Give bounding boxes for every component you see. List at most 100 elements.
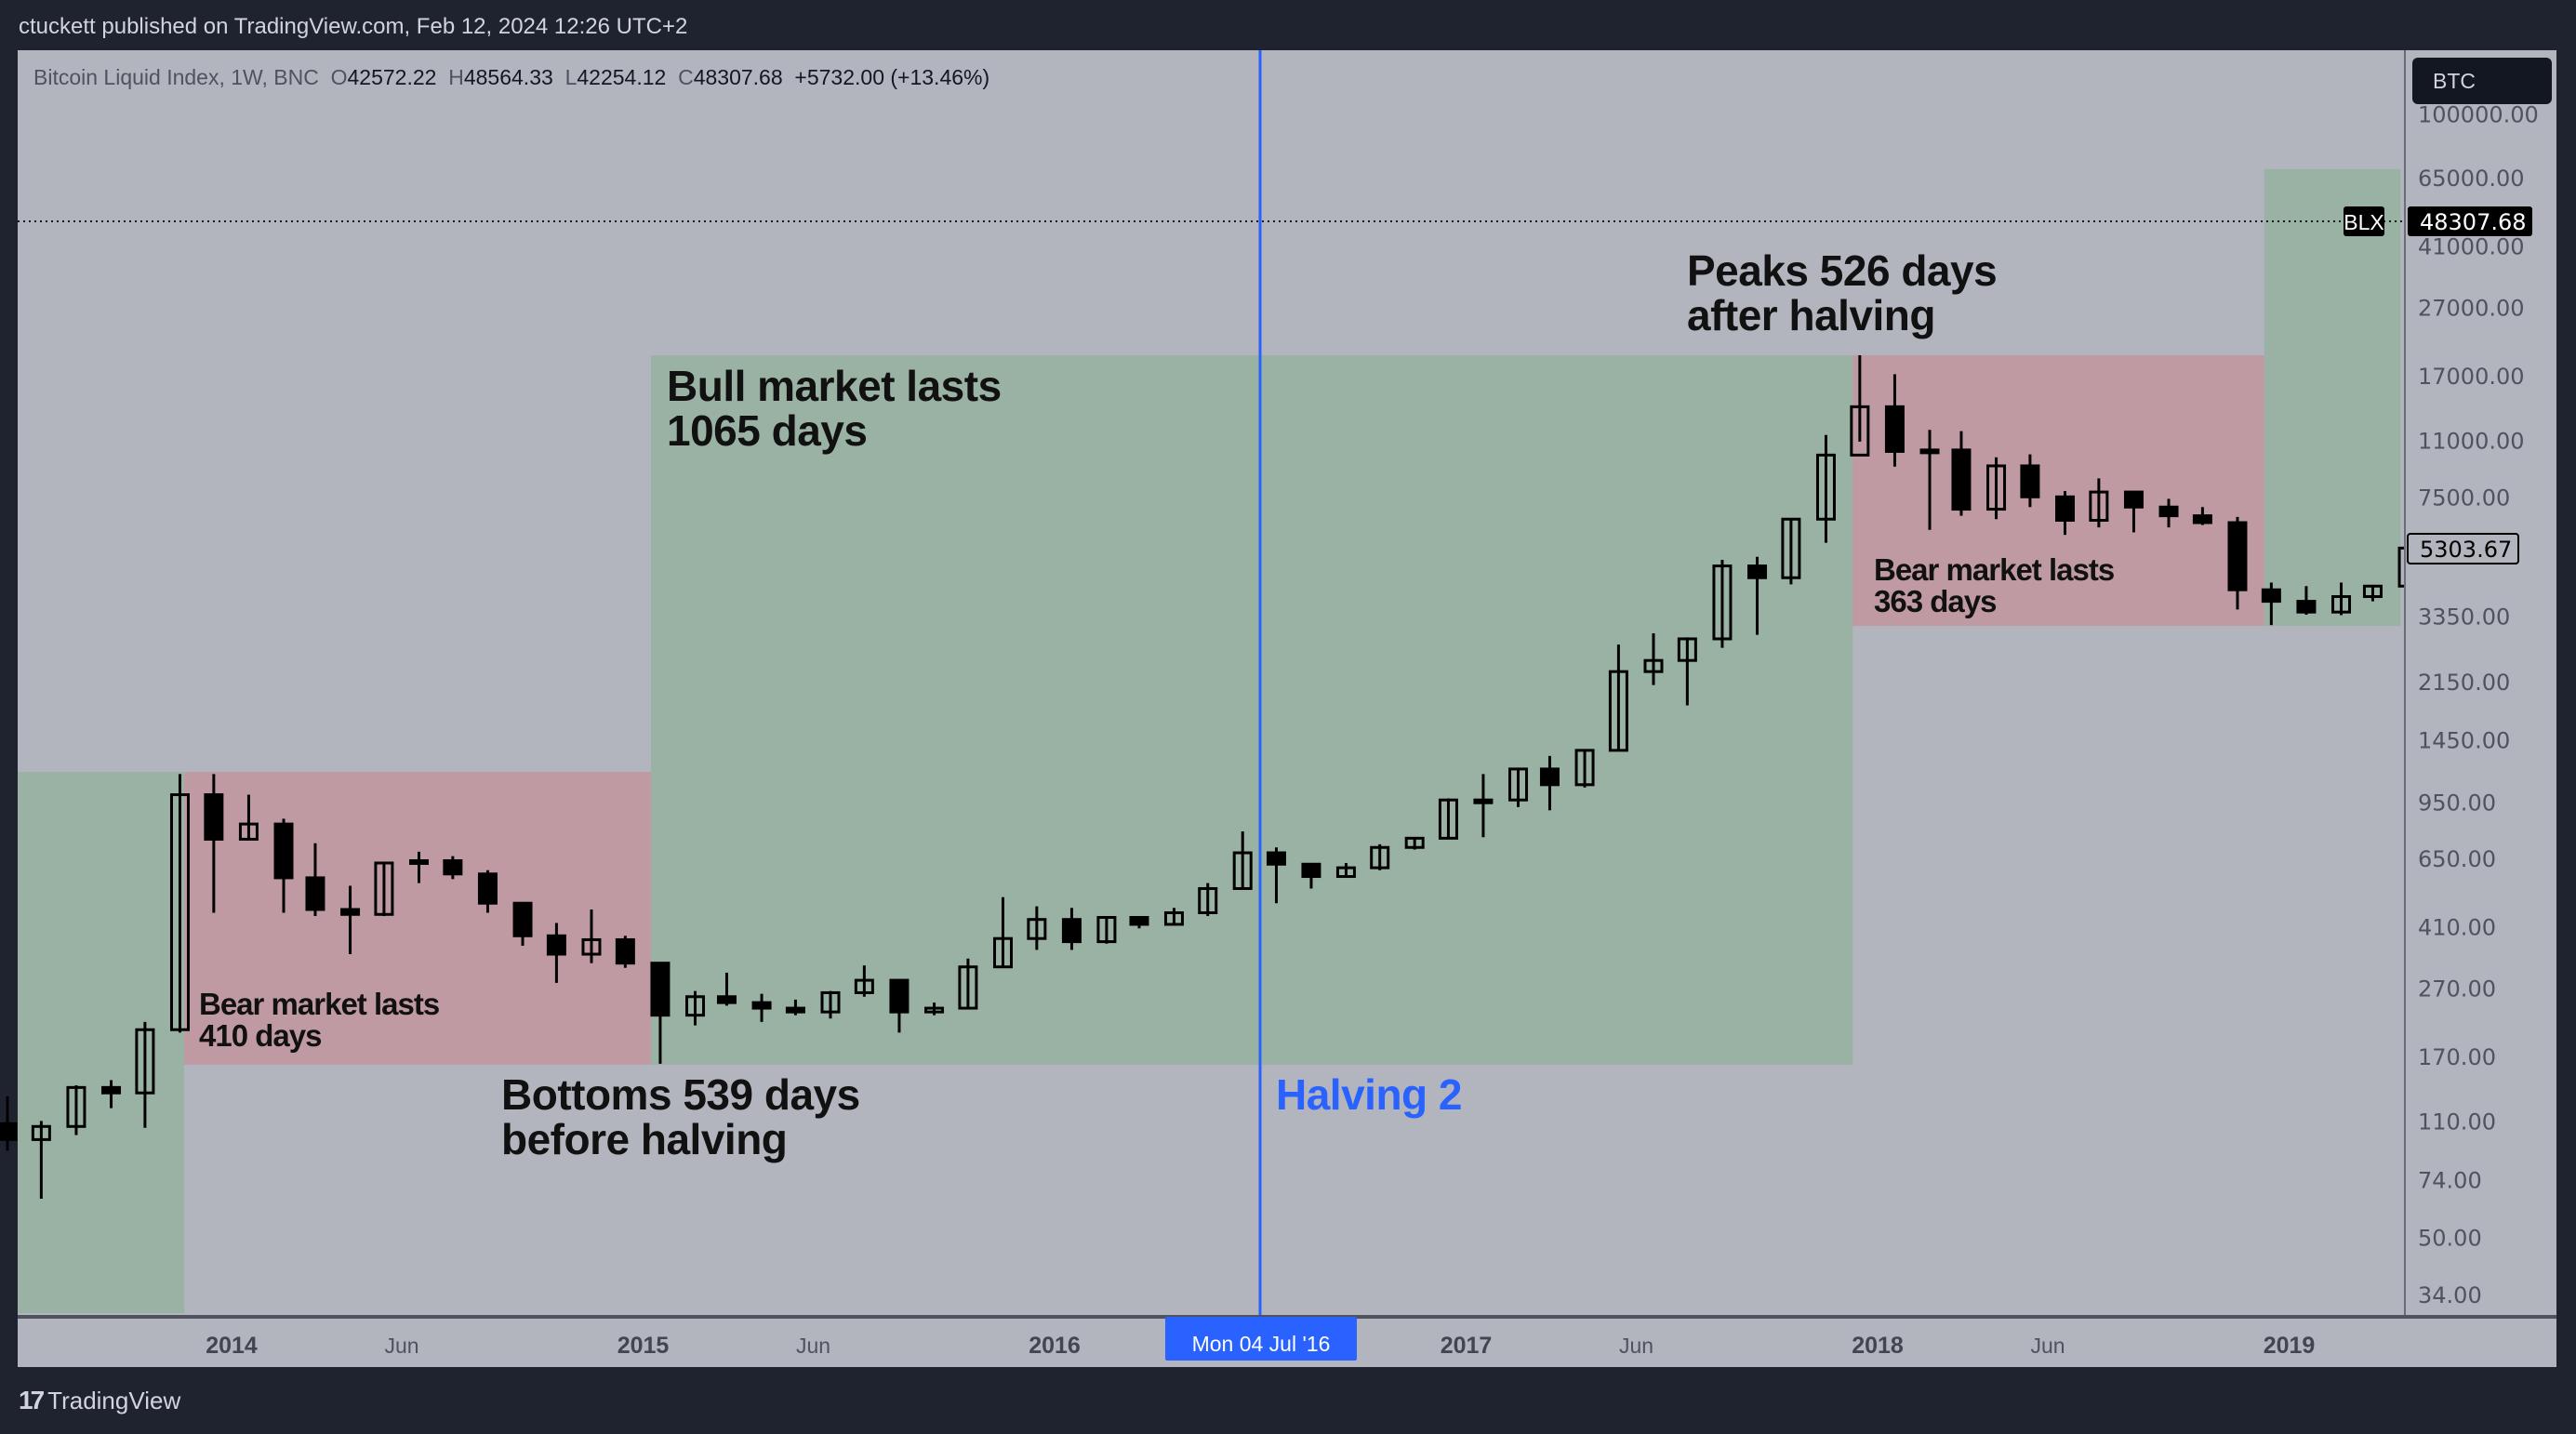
candle-body: [958, 965, 978, 1010]
annotation-peaks[interactable]: Peaks 526 days after halving: [1687, 246, 1998, 339]
time-tick-label: 2018: [1852, 1333, 1904, 1359]
candles: [0, 354, 2418, 1200]
price-tick-label: 7500.00: [2418, 485, 2510, 511]
annotation-bottoms[interactable]: Bottoms 539 days before halving: [501, 1070, 860, 1163]
crosshair-date-box: [1165, 1317, 1357, 1361]
market-zones: [18, 168, 2401, 1313]
candle-body: [2054, 495, 2075, 522]
high-label: H: [448, 65, 464, 89]
annotation-bear-market-2[interactable]: Bear market lasts 363 days: [1874, 552, 2115, 619]
candle-body: [2089, 490, 2109, 522]
candle-body: [135, 1028, 155, 1095]
candle-body: [1781, 517, 1801, 579]
candle-body: [1232, 851, 1253, 890]
price-axis-ticks: 100000.00 65000.00 41000.00 27000.00 17000.0…: [2418, 102, 2539, 1308]
symbol-name: Bitcoin Liquid Index, 1W, BNC: [33, 65, 319, 89]
annotation-halving[interactable]: Halving 2: [1276, 1070, 1463, 1119]
price-tick-label: 110.00: [2418, 1109, 2496, 1135]
candle-body: [2227, 521, 2248, 591]
candle-body: [2158, 505, 2179, 518]
time-tick-label: 2014: [206, 1333, 258, 1359]
last-price-box: [2408, 206, 2532, 236]
candle-body: [889, 978, 910, 1014]
candle-body: [204, 793, 224, 841]
publish-header: ctuckett published on TradingView.com, F…: [0, 0, 2576, 49]
candle-body: [1335, 866, 1356, 879]
footer-brand[interactable]: TradingView: [47, 1386, 181, 1414]
candle-body: [685, 995, 706, 1017]
candle-body: [1643, 658, 1664, 673]
time-tick-label: 2019: [2264, 1333, 2316, 1359]
candle-body: [1574, 749, 1595, 787]
candle-body: [66, 1085, 86, 1128]
candle-body: [1438, 798, 1458, 840]
footer: 17 TradingView: [19, 1386, 180, 1415]
price-axis[interactable]: [2405, 50, 2556, 1316]
last-price-value: 48307.68: [2420, 209, 2527, 235]
candle-body: [101, 1085, 122, 1095]
candle-body: [1301, 862, 1321, 879]
bear-market-zone[interactable]: [184, 772, 651, 1065]
candle-body: [305, 876, 325, 911]
time-tick-label: Jun: [385, 1334, 419, 1358]
bull-market-zone[interactable]: [2264, 168, 2401, 627]
candle-body: [2123, 490, 2144, 509]
candle-body: [2192, 514, 2212, 524]
candle-body: [1027, 918, 1047, 940]
candle-body: [443, 858, 463, 876]
price-tick-label: 34.00: [2418, 1282, 2482, 1308]
axis-corner: [2405, 1316, 2556, 1367]
candle-body: [477, 872, 498, 905]
price-tick-label: 100000.00: [2418, 102, 2539, 128]
candle-body: [238, 822, 259, 841]
low-label: L: [564, 65, 578, 89]
close-value: 48307.68: [693, 65, 783, 89]
candle-body: [751, 1001, 772, 1010]
price-tick-label: 41000.00: [2418, 233, 2525, 259]
candle-body: [340, 908, 361, 916]
candle-body: [1539, 767, 1560, 787]
annotation-bull-market[interactable]: Bull market lasts 1065 days: [667, 362, 1002, 455]
candle-body: [1198, 886, 1218, 914]
candle-body: [1608, 670, 1628, 752]
candle-body: [512, 901, 533, 937]
candle-body: [31, 1124, 51, 1141]
candle-body: [1815, 453, 1836, 521]
price-tick-label: 410.00: [2418, 914, 2496, 940]
candle-body: [716, 995, 737, 1004]
candle-body: [1986, 464, 2007, 511]
price-tick-label: 950.00: [2418, 790, 2496, 817]
tradingview-logo-icon: 17: [19, 1386, 45, 1414]
price-tick-label: 270.00: [2418, 976, 2496, 1002]
price-marker-box: [2407, 533, 2519, 564]
candle-body: [0, 1122, 18, 1141]
candle-body: [1129, 916, 1149, 926]
price-tick-label: 3350.00: [2418, 604, 2510, 630]
candle-body: [1163, 910, 1184, 926]
candle-body: [1061, 918, 1082, 944]
candle-body: [408, 858, 429, 865]
change-value: +5732.00 (+13.46%): [794, 65, 990, 89]
currency-button[interactable]: BTC: [2412, 58, 2552, 104]
bull-market-zone[interactable]: [18, 772, 185, 1313]
high-value: 48564.33: [463, 65, 553, 89]
candle-body: [854, 978, 874, 994]
candle-body: [1712, 564, 1733, 641]
candle-body: [820, 990, 841, 1014]
price-tick-label: 27000.00: [2418, 296, 2525, 322]
candle-body: [546, 934, 566, 956]
candle-body: [1951, 448, 1972, 511]
bull-market-zone[interactable]: [650, 354, 1853, 1065]
candle-body: [581, 937, 602, 956]
price-tick-label: 17000.00: [2418, 364, 2525, 390]
close-label: C: [678, 65, 694, 89]
candle-body: [785, 1006, 805, 1014]
publish-info: ctuckett published on TradingView.com, F…: [19, 14, 688, 39]
low-value: 42254.12: [577, 65, 667, 89]
price-tick-label: 650.00: [2418, 846, 2496, 872]
candle-body: [1747, 564, 1768, 579]
time-tick-label: Jun: [2031, 1334, 2065, 1358]
bear-market-zone[interactable]: [1852, 354, 2264, 627]
annotation-bear-market-1[interactable]: Bear market lasts 410 days: [199, 987, 440, 1054]
